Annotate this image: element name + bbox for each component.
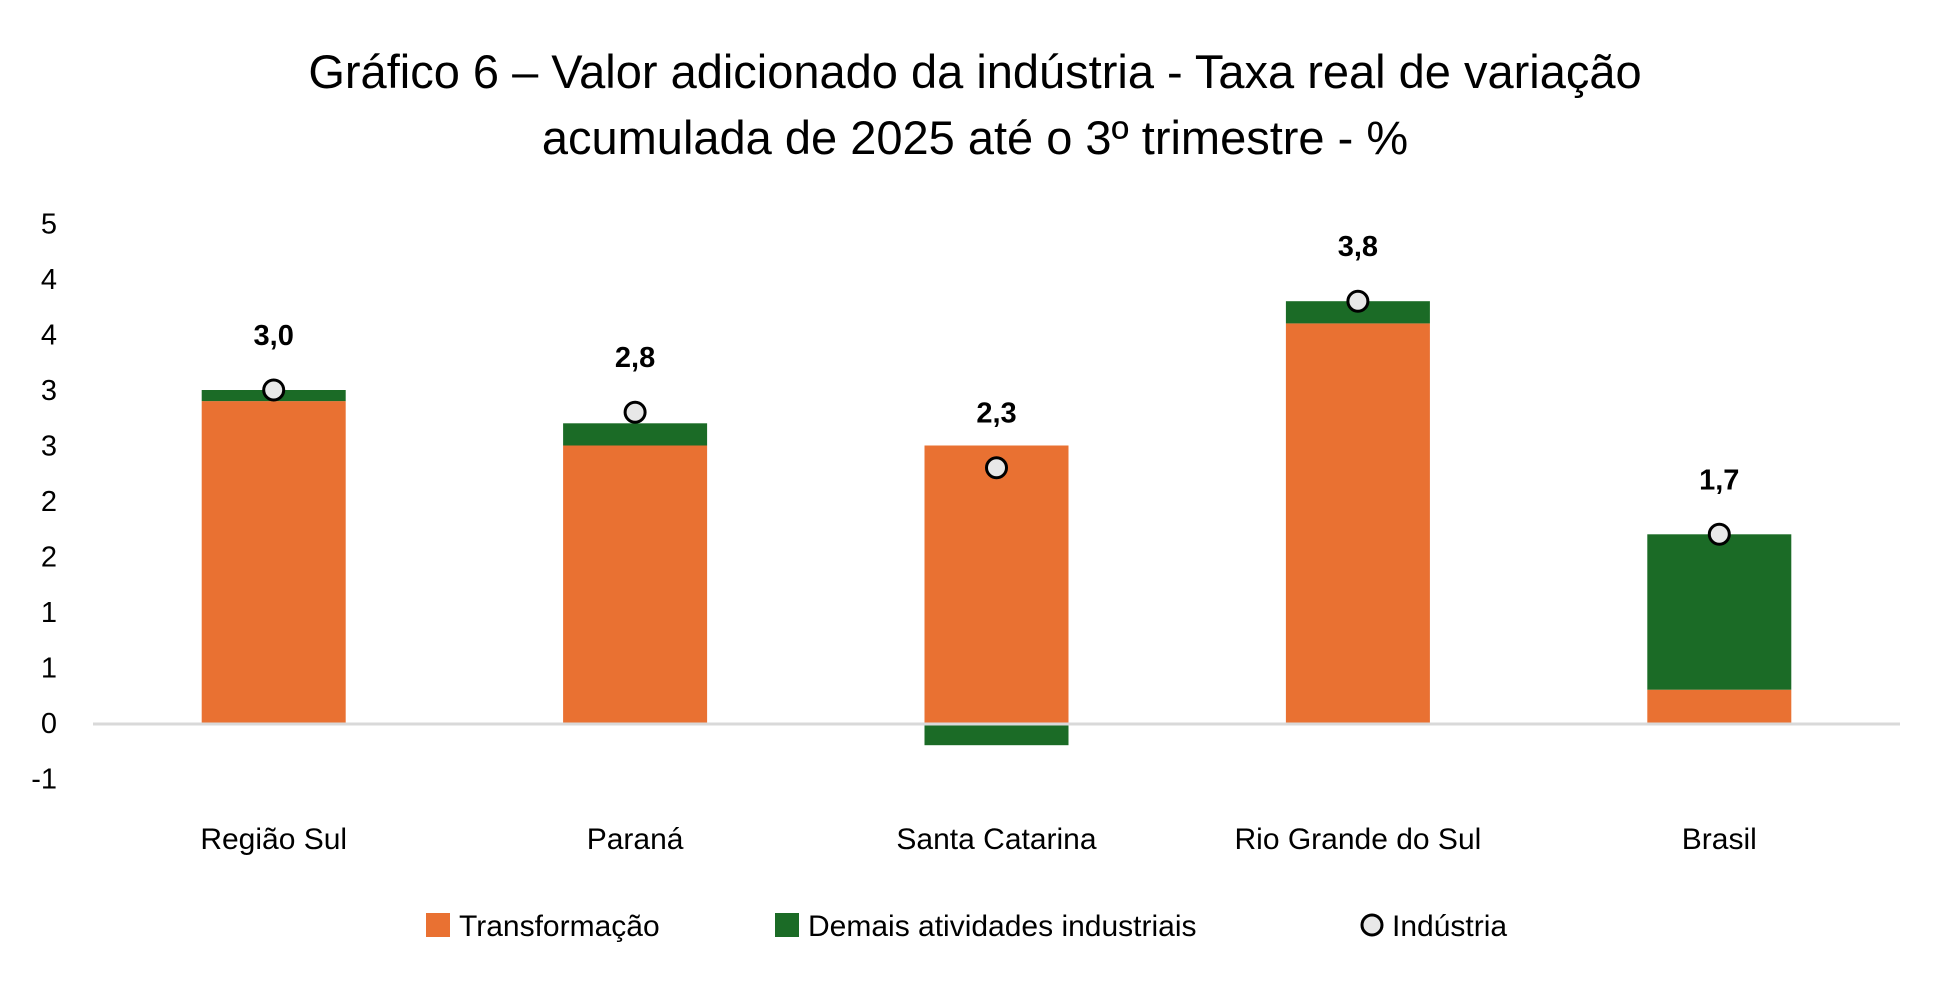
marker-industria-regiao-sul bbox=[262, 378, 286, 402]
bar-transformacao-rio-grande-do-sul bbox=[1285, 323, 1430, 723]
x-tick-label-rio-grande-do-sul: Rio Grande do Sul bbox=[1234, 823, 1481, 856]
legend-marker-industria bbox=[1360, 913, 1384, 937]
bar-transformacao-regiao-sul bbox=[201, 401, 346, 723]
x-tick-label-parana: Paraná bbox=[587, 823, 684, 856]
bar-demais-atividades-industriais-parana bbox=[563, 423, 708, 446]
x-tick-label-brasil: Brasil bbox=[1682, 823, 1757, 856]
legend: Transformação Demais atividades industri… bbox=[426, 910, 1507, 943]
legend-label-industria: Indústria bbox=[1392, 910, 1507, 943]
marker-industria-santa-catarina bbox=[985, 456, 1008, 480]
legend-item-demais[interactable]: Demais atividades industriais bbox=[775, 910, 1197, 943]
legend-swatch-demais bbox=[775, 913, 799, 937]
markers bbox=[262, 289, 1731, 546]
y-tick-label: 3 bbox=[41, 431, 57, 463]
data-label-rio-grande-do-sul: 3,8 bbox=[1338, 231, 1378, 263]
legend-swatch-transformacao bbox=[426, 913, 450, 937]
marker-industria-parana bbox=[623, 400, 647, 424]
y-tick-label: 5 bbox=[41, 209, 57, 241]
x-tick-label-santa-catarina: Santa Catarina bbox=[896, 823, 1096, 856]
x-axis: Região Sul Paraná Santa Catarina Rio Grande… bbox=[200, 823, 1756, 856]
marker-industria-brasil bbox=[1707, 522, 1731, 546]
bar-demais-atividades-industriais-brasil bbox=[1647, 534, 1792, 690]
marker-industria-rio-grande-do-sul bbox=[1346, 289, 1370, 313]
bars bbox=[201, 301, 1792, 746]
legend-item-industria[interactable]: Indústria bbox=[1360, 910, 1507, 943]
y-tick-label: 1 bbox=[41, 597, 57, 629]
y-axis: 5 4 4 3 3 2 2 1 1 0 -1 bbox=[31, 209, 57, 796]
y-tick-label: 0 bbox=[41, 708, 57, 740]
legend-label-transformacao: Transformação bbox=[459, 910, 660, 943]
chart-title-line-2: acumulada de 2025 até o 3º trimestre - % bbox=[542, 111, 1408, 164]
y-tick-label: 1 bbox=[41, 653, 57, 685]
x-tick-label-regiao-sul: Região Sul bbox=[200, 823, 347, 856]
y-tick-label: -1 bbox=[31, 764, 57, 796]
y-tick-label: 2 bbox=[41, 486, 57, 518]
legend-label-demais: Demais atividades industriais bbox=[808, 910, 1197, 943]
bar-demais-atividades-industriais-santa-catarina bbox=[924, 723, 1069, 746]
y-tick-label: 3 bbox=[41, 375, 57, 407]
chart-title-line-1: Gráfico 6 – Valor adicionado da indústri… bbox=[308, 45, 1641, 98]
y-tick-label: 2 bbox=[41, 542, 57, 574]
data-label-regiao-sul: 3,0 bbox=[254, 320, 294, 352]
data-labels: 3,0 2,8 2,3 3,8 1,7 bbox=[254, 231, 1740, 496]
bar-transformacao-parana bbox=[563, 445, 708, 723]
y-tick-label: 4 bbox=[41, 264, 57, 296]
data-label-parana: 2,8 bbox=[615, 342, 655, 374]
chart-title: Gráfico 6 – Valor adicionado da indústri… bbox=[308, 45, 1641, 164]
data-label-santa-catarina: 2,3 bbox=[976, 398, 1016, 430]
y-tick-label: 4 bbox=[41, 320, 57, 352]
legend-item-transformacao[interactable]: Transformação bbox=[426, 910, 660, 943]
bar-transformacao-santa-catarina bbox=[924, 445, 1069, 723]
bar-transformacao-brasil bbox=[1647, 689, 1792, 723]
data-label-brasil: 1,7 bbox=[1699, 464, 1739, 496]
